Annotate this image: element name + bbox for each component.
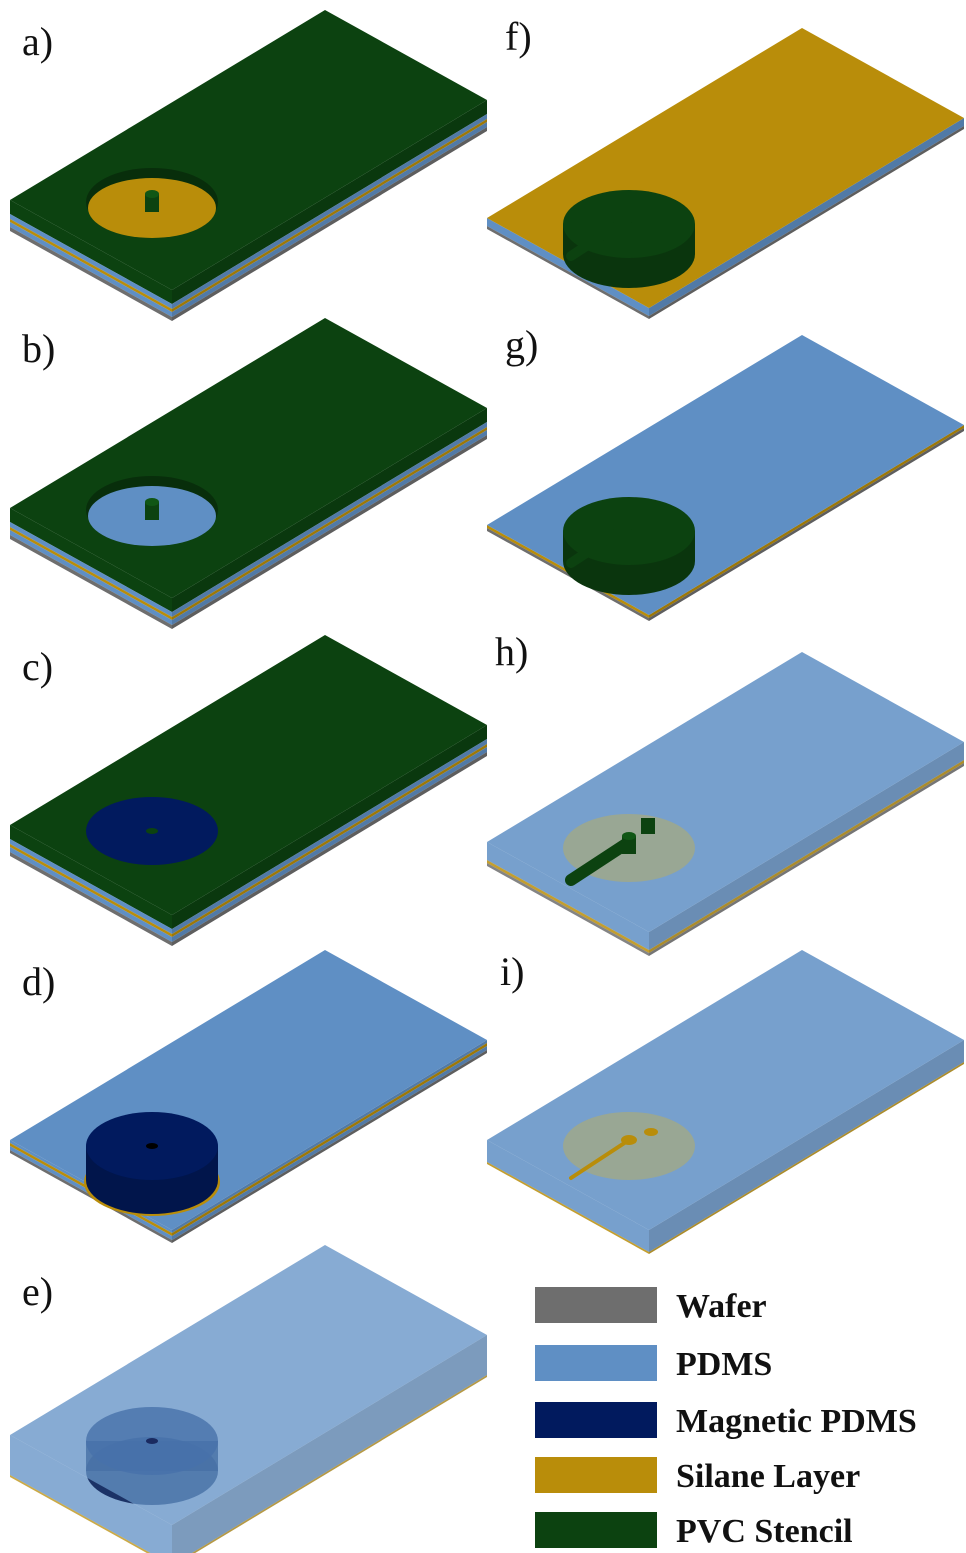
legend-label: Wafer (676, 1288, 767, 1325)
panel-label: e) (22, 1269, 53, 1314)
hole (644, 1128, 658, 1136)
pillar-top (145, 498, 159, 506)
panel (10, 318, 487, 629)
figure: a) b) c) d) e) f) g) h) i) Wafer PDMS Magnetic PDMS… (0, 0, 966, 1553)
legend-swatch (535, 1345, 657, 1381)
panel-label: i) (500, 949, 524, 994)
legend-swatch (535, 1402, 657, 1438)
legend-label: Magnetic PDMS (676, 1403, 917, 1440)
legend-swatch (535, 1287, 657, 1323)
hole (146, 828, 158, 834)
panel (10, 1245, 487, 1553)
hole (621, 1135, 637, 1145)
legend-swatch (535, 1457, 657, 1493)
legend-label: PDMS (676, 1346, 772, 1383)
panel-label: b) (22, 326, 55, 371)
panel-label: g) (505, 322, 538, 367)
panel-label: d) (22, 959, 55, 1004)
panel-label: h) (495, 629, 528, 674)
legend-label: Silane Layer (676, 1458, 860, 1495)
panel (10, 10, 487, 321)
panel-label: f) (505, 14, 532, 59)
pillar-top (622, 832, 636, 840)
pillar (641, 818, 655, 834)
panel (487, 28, 964, 319)
panel (487, 950, 964, 1254)
panel (487, 335, 964, 621)
legend-swatch (535, 1512, 657, 1548)
pillar-top (145, 190, 159, 198)
panel (487, 652, 964, 956)
legend-label: PVC Stencil (676, 1513, 853, 1550)
panel (10, 635, 487, 946)
panel-label: a) (22, 19, 53, 64)
hole (146, 1143, 158, 1149)
hole (146, 1438, 158, 1444)
panel-label: c) (22, 644, 53, 689)
panel (10, 950, 487, 1243)
